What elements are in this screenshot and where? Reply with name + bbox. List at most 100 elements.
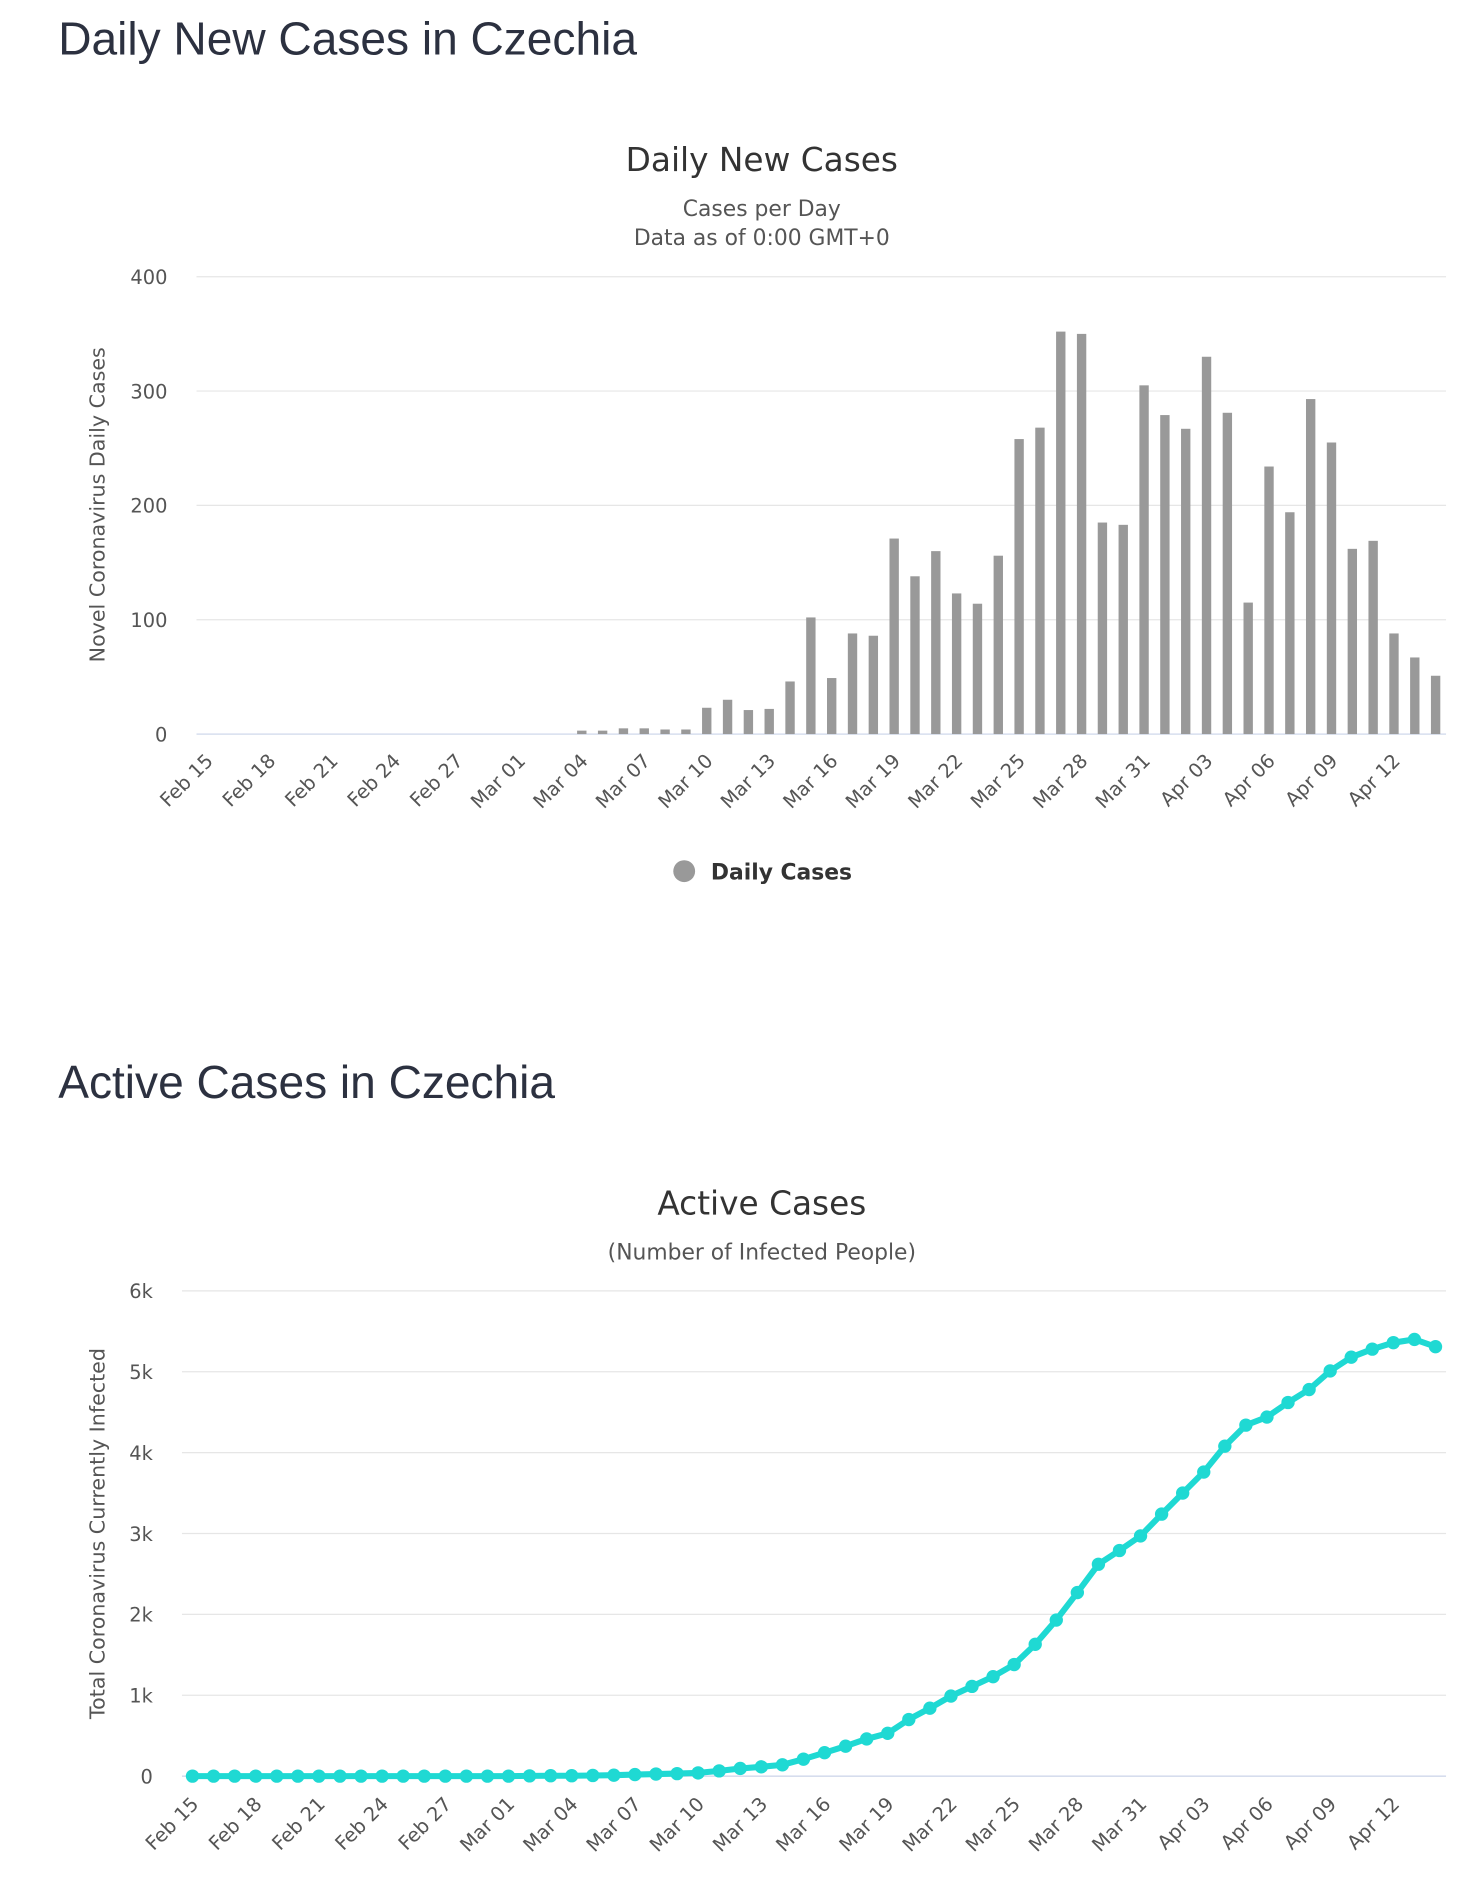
bar — [868, 635, 879, 735]
bar — [618, 728, 629, 735]
data-point — [396, 1769, 410, 1783]
y-tick-label: 1k — [129, 1685, 153, 1708]
chart-subtitle-date: Data as of 0:00 GMT+0 — [634, 226, 890, 251]
data-point — [838, 1739, 853, 1753]
data-point — [1197, 1465, 1211, 1479]
data-point — [1070, 1585, 1085, 1600]
data-point — [543, 1769, 558, 1783]
data-point — [1176, 1486, 1190, 1500]
bar — [660, 729, 670, 735]
data-point — [522, 1769, 537, 1783]
data-point — [1302, 1382, 1316, 1397]
bar — [827, 678, 837, 735]
data-point — [670, 1766, 684, 1781]
chart-title: Active Cases — [657, 1184, 866, 1222]
bar — [931, 551, 941, 735]
bar — [577, 730, 587, 735]
data-point — [775, 1758, 790, 1772]
bar — [910, 576, 920, 735]
bar — [597, 730, 608, 735]
legend-marker — [673, 860, 696, 883]
data-point — [1386, 1335, 1401, 1350]
bar — [1097, 522, 1108, 735]
data-point — [1344, 1350, 1358, 1364]
y-tick-label: 400 — [130, 266, 167, 289]
data-point — [944, 1689, 958, 1703]
bar — [1035, 427, 1045, 735]
y-tick-label: 0 — [141, 1765, 153, 1788]
data-point — [649, 1767, 663, 1781]
chart-title: Daily New Cases — [626, 141, 898, 179]
bar — [1347, 548, 1358, 735]
chart-subtitle: (Number of Infected People) — [608, 1240, 916, 1265]
y-tick-label: 6k — [129, 1280, 153, 1303]
data-point — [1260, 1410, 1274, 1424]
bar — [1368, 540, 1378, 735]
y-tick-label: 300 — [130, 380, 167, 403]
data-point — [586, 1768, 600, 1783]
data-point — [754, 1760, 769, 1774]
data-point — [480, 1769, 495, 1783]
data-point — [249, 1769, 263, 1783]
data-point — [859, 1732, 874, 1746]
bar — [806, 617, 816, 735]
data-point — [333, 1769, 347, 1783]
y-tick-label: 100 — [130, 609, 167, 632]
bar — [1430, 675, 1441, 735]
y-tick-label: 5k — [129, 1361, 153, 1384]
data-point — [375, 1769, 389, 1783]
bar — [1181, 428, 1191, 735]
bar — [722, 699, 733, 735]
bar — [1264, 466, 1274, 735]
y-tick-label: 0 — [155, 723, 167, 746]
legend-label[interactable]: Daily Cases — [711, 861, 852, 886]
bar — [1305, 399, 1316, 735]
bar — [1056, 331, 1066, 735]
data-point — [438, 1769, 452, 1783]
data-point — [691, 1766, 705, 1780]
data-point — [1133, 1529, 1148, 1543]
data-point — [1428, 1340, 1443, 1354]
bar — [1389, 633, 1399, 735]
bar — [743, 710, 754, 735]
bar — [1118, 524, 1128, 735]
data-point — [1154, 1507, 1169, 1521]
data-point — [965, 1679, 979, 1694]
data-point — [733, 1761, 747, 1776]
section-heading: Active Cases in Czechia — [58, 1056, 555, 1108]
legend[interactable]: Daily Cases — [673, 860, 852, 886]
data-point — [417, 1769, 431, 1783]
data-point — [902, 1712, 916, 1727]
data-point — [1028, 1637, 1042, 1651]
data-point — [227, 1769, 242, 1783]
data-point — [607, 1768, 621, 1782]
data-point — [986, 1669, 1000, 1684]
data-point — [459, 1769, 474, 1783]
data-point — [1218, 1439, 1232, 1453]
data-point — [712, 1764, 726, 1778]
data-point — [1365, 1342, 1379, 1356]
data-point — [1239, 1418, 1253, 1432]
bar — [1014, 439, 1024, 735]
bar — [1285, 512, 1295, 735]
bar — [764, 708, 774, 735]
data-point — [1407, 1332, 1422, 1347]
data-point — [1007, 1657, 1021, 1672]
bar — [681, 729, 691, 735]
data-point — [923, 1701, 937, 1715]
data-point — [1049, 1613, 1063, 1627]
y-tick-label: 3k — [129, 1523, 153, 1546]
data-point — [312, 1769, 326, 1783]
y-axis-title: Total Coronavirus Currently Infected — [85, 1348, 109, 1720]
data-point — [501, 1769, 516, 1783]
y-axis-title: Novel Coronavirus Daily Cases — [85, 347, 109, 662]
data-point — [796, 1752, 811, 1766]
data-point — [270, 1769, 284, 1783]
data-point — [881, 1726, 895, 1740]
data-point — [1281, 1395, 1295, 1410]
data-point — [185, 1769, 200, 1783]
bar — [1410, 657, 1420, 735]
bar — [1076, 333, 1087, 735]
bar — [1201, 356, 1212, 735]
